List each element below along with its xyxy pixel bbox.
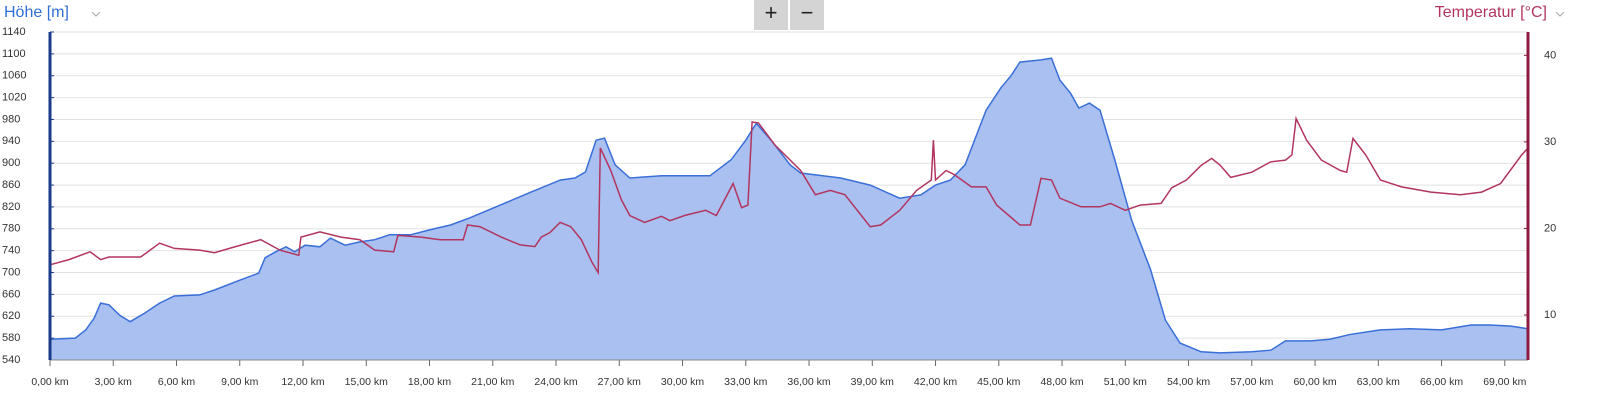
- elevation-area: [50, 58, 1528, 360]
- dropdown-arrow[interactable]: [1555, 11, 1565, 17]
- elevation-line: [49, 57, 1529, 354]
- x-tick-label: 6,00 km: [158, 376, 196, 388]
- y-tick-label: 1020: [2, 92, 26, 104]
- x-tick-label: 0,00 km: [31, 376, 69, 388]
- temperature-line: [49, 115, 1529, 276]
- x-tick-label: 69,00 km: [1483, 376, 1526, 388]
- zoom-out-button[interactable]: −: [790, 0, 824, 30]
- button-bg[interactable]: [754, 0, 788, 30]
- x-tick-label: 33,00 km: [724, 376, 767, 388]
- x-tick-label: 51,00 km: [1104, 376, 1147, 388]
- y2-tick-label: 20: [1544, 222, 1556, 234]
- x-tick-label: 21,00 km: [471, 376, 514, 388]
- y-tick-label: 1060: [2, 70, 26, 82]
- x-tick-label: 60,00 km: [1293, 376, 1336, 388]
- y2-tick-label: 40: [1544, 49, 1556, 61]
- y-tick-label: 780: [2, 223, 20, 235]
- button-bg[interactable]: [790, 0, 824, 30]
- y-tick-label: 980: [2, 113, 20, 125]
- x-tick-label: 9,00 km: [221, 376, 259, 388]
- y2-tick-label: 30: [1544, 136, 1556, 148]
- y2-tick-label: 10: [1544, 309, 1556, 321]
- y-tick-label: 940: [2, 135, 20, 147]
- y-tick-label: 860: [2, 179, 20, 191]
- x-tick-label: 45,00 km: [977, 376, 1020, 388]
- button-label[interactable]: −: [801, 0, 814, 25]
- x-tick-label: 30,00 km: [661, 376, 704, 388]
- x-tick-label: 42,00 km: [914, 376, 957, 388]
- y-tick-label: 740: [2, 245, 20, 257]
- x-tick-label: 18,00 km: [408, 376, 451, 388]
- y-tick-label: 620: [2, 310, 20, 322]
- x-tick-label: 57,00 km: [1230, 376, 1273, 388]
- x-tick-label: 63,00 km: [1357, 376, 1400, 388]
- y-tick-label: 540: [2, 354, 20, 366]
- x-tick-label: 12,00 km: [281, 376, 324, 388]
- x-tick-label: 27,00 km: [598, 376, 641, 388]
- x-tick-label: 3,00 km: [95, 376, 133, 388]
- y-tick-label: 1100: [2, 48, 26, 60]
- y-tick-label: 1140: [2, 26, 26, 38]
- y-tick-label: 820: [2, 201, 20, 213]
- y-tick-label: 700: [2, 266, 20, 278]
- x-tick-label: 39,00 km: [851, 376, 894, 388]
- y-axis-title: Höhe [m]: [4, 4, 69, 21]
- x-tick-label: 36,00 km: [787, 376, 830, 388]
- y2-axis-title: Temperatur [°C]: [1435, 4, 1547, 21]
- x-tick-label: 48,00 km: [1040, 376, 1083, 388]
- x-tick-label: 24,00 km: [534, 376, 577, 388]
- x-tick-label: 54,00 km: [1167, 376, 1210, 388]
- y-tick-label: 580: [2, 332, 20, 344]
- x-tick-label: 15,00 km: [345, 376, 388, 388]
- zoom-in-button[interactable]: +: [754, 0, 788, 30]
- y-tick-label: 660: [2, 288, 20, 300]
- button-label[interactable]: +: [765, 0, 778, 25]
- y-tick-label: 900: [2, 157, 20, 169]
- dropdown-arrow[interactable]: [91, 11, 101, 17]
- x-tick-label: 66,00 km: [1420, 376, 1463, 388]
